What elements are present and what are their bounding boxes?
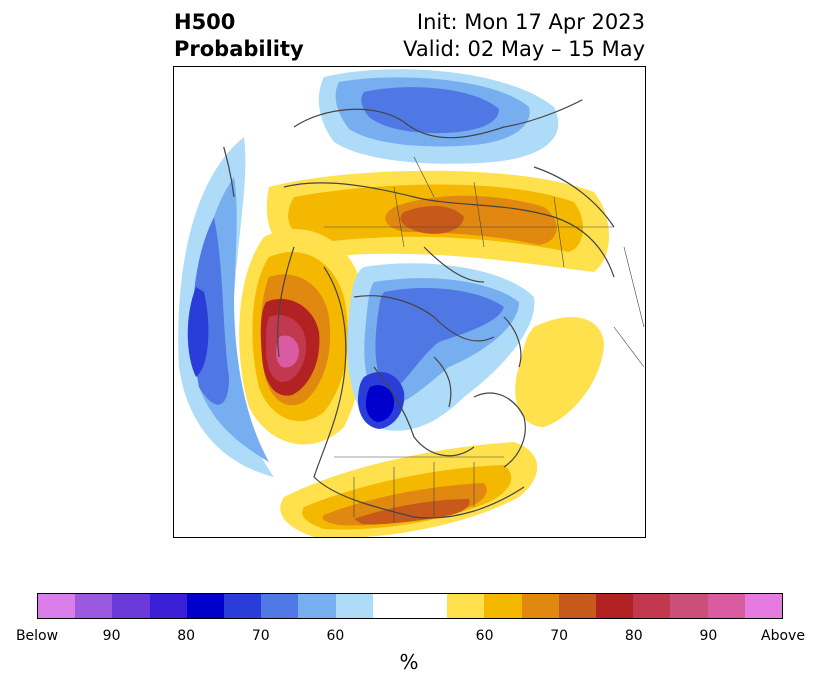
colorbar-tick-label: 80 <box>624 628 643 644</box>
chart-title-left: H500 Probability <box>174 9 304 63</box>
anomaly-southus-above-4 <box>354 499 470 525</box>
title-quantity: Probability <box>174 37 304 61</box>
anomaly-nwcanada-above <box>515 317 604 427</box>
colorbar-cell <box>75 594 113 618</box>
colorbar-tick-label: 60 <box>326 628 345 644</box>
colorbar-cell <box>112 594 150 618</box>
colorbar-tick-label: Above <box>761 628 805 644</box>
colorbar-cell <box>558 594 597 618</box>
anomaly-hudson-below-5 <box>365 385 395 422</box>
colorbar-cell <box>707 594 745 618</box>
colorbar-unit: % <box>399 650 419 674</box>
anomaly-southus-above-3 <box>322 483 487 526</box>
anomaly-pacific-below-4 <box>187 287 209 377</box>
colorbar-cell <box>521 594 559 618</box>
title-variable: H500 <box>174 10 236 34</box>
colorbar-cell <box>298 594 336 618</box>
valid-range: Valid: 02 May – 15 May <box>403 37 645 61</box>
colorbar-cell <box>372 594 411 618</box>
anomaly-alaska-above-6 <box>276 335 299 368</box>
colorbar-tick-label: Below <box>15 628 59 644</box>
colorbar-cell <box>38 594 76 618</box>
colorbar-tick-label: 80 <box>177 628 196 644</box>
colorbar-tick-label: 90 <box>699 628 718 644</box>
colorbar-cell <box>186 594 225 618</box>
colorbar-cell <box>670 594 708 618</box>
colorbar-cell <box>484 594 522 618</box>
colorbar-cell <box>335 594 373 618</box>
chart-title-right: Init: Mon 17 Apr 2023 Valid: 02 May – 15… <box>403 9 645 63</box>
anomaly-arctic-below-3 <box>375 287 504 392</box>
colorbar-cell <box>410 594 448 618</box>
colorbar-tick-label: 70 <box>251 628 270 644</box>
colorbar-cell <box>261 594 299 618</box>
colorbar <box>37 593 783 619</box>
colorbar-tick-label: 60 <box>475 628 494 644</box>
colorbar-cell <box>633 594 671 618</box>
init-date: Init: Mon 17 Apr 2023 <box>416 10 645 34</box>
colorbar-cell <box>744 594 783 618</box>
anomaly-natl-below-3 <box>361 87 499 134</box>
colorbar-cell <box>447 594 485 618</box>
colorbar-cell <box>149 594 187 618</box>
map-svg <box>178 69 645 537</box>
probability-map <box>173 66 646 538</box>
colorbar-cell <box>596 594 634 618</box>
colorbar-tick-label: 70 <box>550 628 569 644</box>
colorbar-cell <box>224 594 262 618</box>
political-borders <box>324 156 645 522</box>
colorbar-tick-label: 90 <box>102 628 121 644</box>
